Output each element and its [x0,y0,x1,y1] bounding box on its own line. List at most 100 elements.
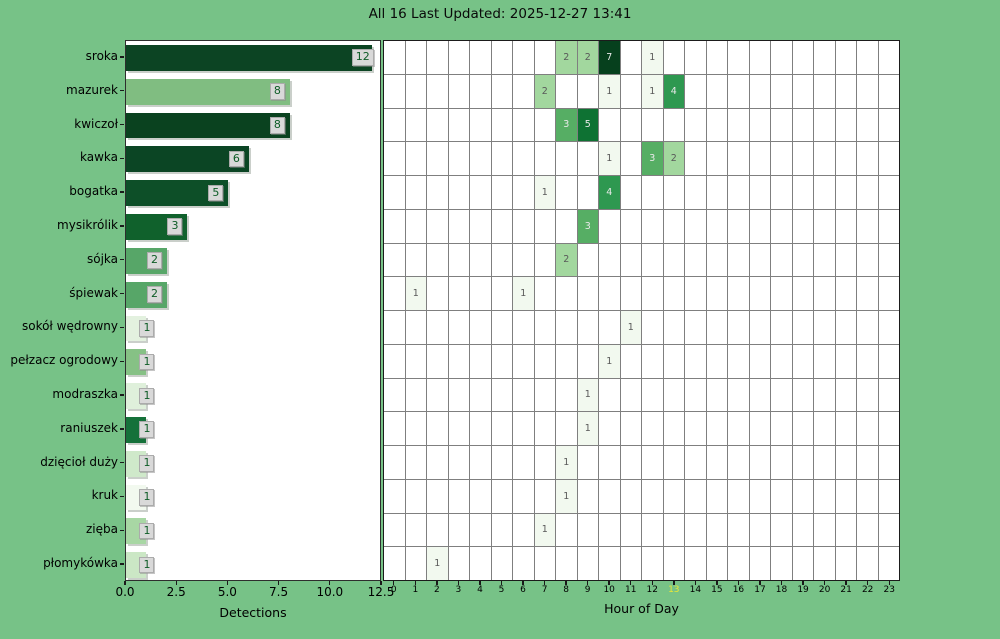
heatmap-cell: 2 [556,243,577,277]
y-tick-mark [120,191,124,193]
bar-row: 2 [126,278,380,312]
heatmap-cell-empty [384,41,405,74]
x-tick-mark [393,581,395,585]
heatmap-cell-empty [642,176,663,209]
x-tick-mark [630,581,632,585]
heatmap-cell-empty [427,311,448,344]
hour-tick-label: 8 [563,585,569,595]
bar-row: 5 [126,176,380,210]
heatmap-cell-empty [384,142,405,175]
heatmap-cell-empty [792,412,813,445]
heatmap-cell-empty [556,412,577,445]
hour-tick-label: 11 [624,585,637,595]
heatmap-cell-empty [448,479,469,513]
heatmap-cell-empty [685,142,706,175]
heatmap-cell-empty [685,209,706,243]
heatmap-cell-empty [792,479,813,513]
x-tick-mark [716,581,718,585]
heatmap-cell-empty [792,108,813,142]
heatmap-cell: 3 [577,209,598,243]
heatmap-cell-empty [534,344,555,378]
heatmap-cell-empty [599,311,620,344]
hour-tick-label: 14 [689,585,702,595]
x-tick-mark [608,581,610,585]
heatmap-cell-empty [878,547,899,580]
heatmap-cell-empty [620,176,641,209]
heatmap-cell-empty [534,311,555,344]
heatmap-cell-empty [728,41,749,74]
heatmap-cell: 1 [534,176,555,209]
heatmap-cell-empty [685,446,706,479]
heatmap-cell-empty [771,142,792,175]
bar-value-label: 8 [269,83,285,100]
heatmap-cell: 4 [599,176,620,209]
heatmap-cell-empty [835,479,856,513]
heatmap-cell-empty [556,547,577,580]
hour-tick-label: 18 [775,585,788,595]
heatmap-cell-empty [556,176,577,209]
bar-row: 8 [126,75,380,109]
heatmap-cell-empty [620,108,641,142]
heatmap-cell-empty [857,479,878,513]
heatmap-cell-empty [513,479,534,513]
heatmap-cell-empty [534,41,555,74]
heatmap-cell-empty [685,74,706,108]
hour-tick-label: 12 [646,585,658,595]
species-label: sroka [85,48,118,63]
heatmap-cell-empty [384,74,405,108]
heatmap-cell-empty [577,446,598,479]
heatmap-cell-empty [814,176,835,209]
bar-row: 6 [126,142,380,176]
heatmap-cell-empty [878,74,899,108]
species-label: płomykówka [43,556,118,571]
heatmap-cell-empty [749,378,770,412]
heatmap-cell-empty [384,209,405,243]
figure-title: All 16 Last Updated: 2025-12-27 13:41 [368,6,632,22]
species-label: pełzacz ogrodowy [10,353,118,368]
heatmap-cell-empty [620,344,641,378]
heatmap-cell-empty [405,176,426,209]
heatmap-cell-empty [577,176,598,209]
heatmap-cell-empty [857,74,878,108]
heatmap-cell-empty [771,74,792,108]
heatmap-cell-empty [685,311,706,344]
heatmap-cell-empty [448,547,469,580]
bar-row: 8 [126,109,380,143]
species-label: śpiewak [69,285,118,300]
bar-row: 1 [126,312,380,346]
species-label: dzięcioł duży [40,454,118,469]
heatmap-cell-empty [814,243,835,277]
detections-tick-label: 7.5 [269,585,289,599]
heatmap-cell-empty [491,344,512,378]
heatmap-cell-empty [749,108,770,142]
hour-tick-label: 3 [455,585,462,595]
hour-tick-label: 2 [433,585,440,595]
heatmap-cell-empty [534,142,555,175]
heatmap-cell-empty [448,108,469,142]
heatmap-cell-empty [470,412,491,445]
heatmap-cell-empty [857,142,878,175]
heatmap-cell-empty [878,209,899,243]
bar-value-label: 12 [351,49,374,67]
hour-tick-label: 17 [754,585,766,595]
detections-axis-label: Detections [219,605,287,620]
species-label: modraszka [52,387,118,402]
heatmap-cell-empty [835,311,856,344]
heatmap-cell-empty [448,74,469,108]
heatmap-cell-empty [685,513,706,547]
heatmap-cell-empty [470,176,491,209]
heatmap-cell: 1 [577,412,598,445]
heatmap-cell-empty [749,41,770,74]
heatmap-cell-empty [491,378,512,412]
heatmap-cell-empty [513,108,534,142]
heatmap-cell-empty [749,142,770,175]
heatmap-cell-empty [814,108,835,142]
heatmap-cell-empty [384,378,405,412]
heatmap-cell-empty [534,378,555,412]
heatmap-cell-empty [470,41,491,74]
heatmap-cell-empty [642,446,663,479]
heatmap-cell-empty [513,378,534,412]
heatmap-cell-empty [706,412,727,445]
heatmap-cell-empty [513,243,534,277]
